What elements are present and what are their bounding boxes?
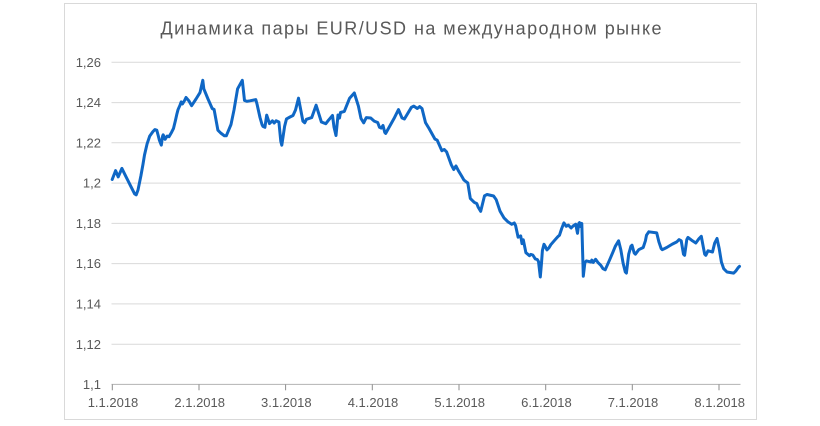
svg-text:1,24: 1,24 xyxy=(76,95,101,110)
svg-text:8.1.2018: 8.1.2018 xyxy=(694,395,745,410)
svg-text:1,18: 1,18 xyxy=(76,216,101,231)
svg-text:1,12: 1,12 xyxy=(76,337,101,352)
svg-text:3.1.2018: 3.1.2018 xyxy=(261,395,312,410)
svg-text:1,1: 1,1 xyxy=(83,377,101,392)
svg-text:7.1.2018: 7.1.2018 xyxy=(608,395,659,410)
svg-text:1,22: 1,22 xyxy=(76,135,101,150)
svg-text:1,16: 1,16 xyxy=(76,256,101,271)
svg-text:6.1.2018: 6.1.2018 xyxy=(521,395,572,410)
svg-text:Динамика пары EUR/USD на между: Динамика пары EUR/USD на международном р… xyxy=(160,19,663,39)
svg-text:4.1.2018: 4.1.2018 xyxy=(348,395,399,410)
svg-text:2.1.2018: 2.1.2018 xyxy=(174,395,225,410)
svg-text:1,26: 1,26 xyxy=(76,55,101,70)
svg-text:1,14: 1,14 xyxy=(76,297,101,312)
svg-text:1.1.2018: 1.1.2018 xyxy=(88,395,139,410)
svg-text:1,2: 1,2 xyxy=(83,176,101,191)
svg-text:5.1.2018: 5.1.2018 xyxy=(434,395,485,410)
